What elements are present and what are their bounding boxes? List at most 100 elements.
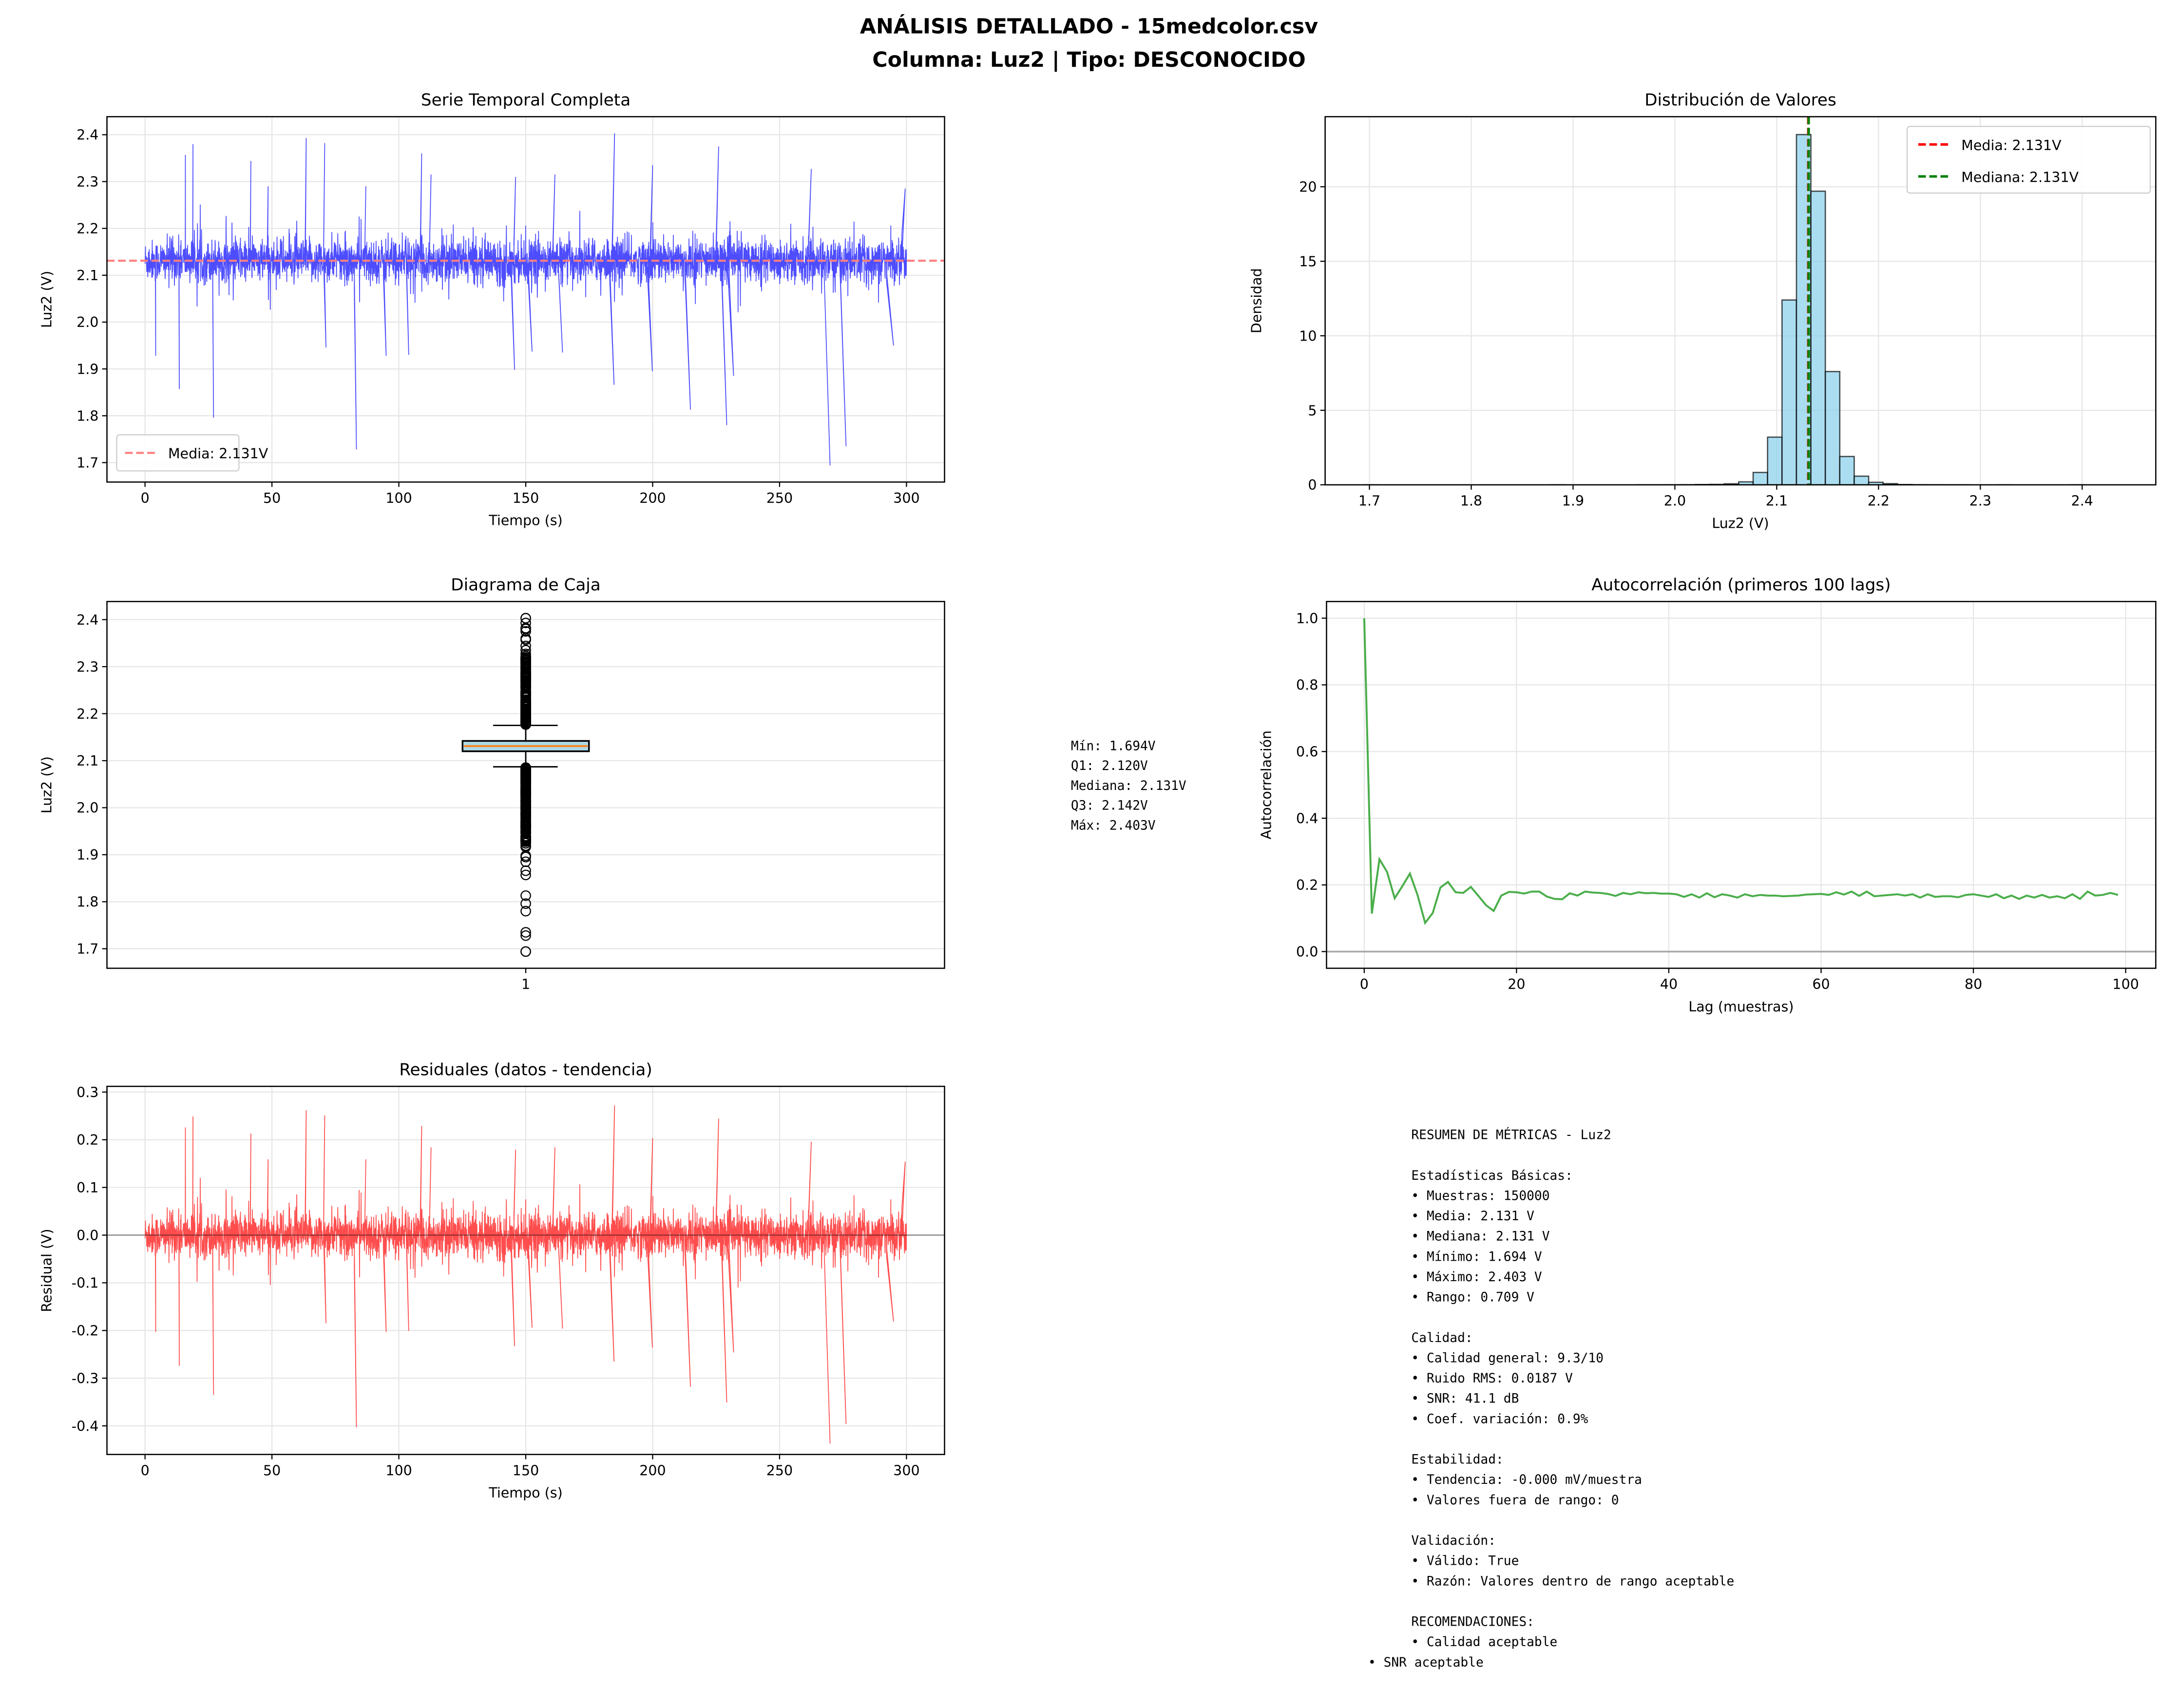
summary-line: RESUMEN DE MÉTRICAS - Luz2	[1411, 1127, 1611, 1143]
outlier-marker	[520, 662, 531, 673]
y-tick-label: 2.2	[76, 706, 98, 722]
series-line	[144, 133, 907, 466]
histogram-bar	[1853, 475, 1870, 485]
y-tick-label: 2.3	[76, 659, 98, 675]
summary-line: • Valores fuera de rango: 0	[1411, 1493, 1619, 1508]
x-tick-label: 300	[893, 490, 919, 506]
y-axis-label: Luz2 (V)	[38, 756, 55, 813]
summary-line: Estabilidad:	[1411, 1453, 1503, 1467]
x-tick-label: 1.7	[1358, 493, 1380, 509]
y-tick-label: 1.0	[1296, 611, 1318, 627]
subplot-timeseries: 0 50 100 150 200 250 300 1.7 1.8 1.9 2.0 2.1 2.2 2.3 2…	[38, 91, 945, 529]
summary-line: • Razón: Valores dentro de rango aceptab…	[1411, 1574, 1734, 1589]
y-axis-label: Residual (V)	[38, 1228, 55, 1312]
summary-line: • Tendencia: -0.000 mV/muestra	[1411, 1473, 1642, 1487]
x-axis-label: Luz2 (V)	[1712, 515, 1769, 531]
axes-frame	[1324, 116, 2157, 486]
y-tick-label: 0.2	[1296, 877, 1318, 893]
box-stats-text: Mín: 1.694V	[1071, 739, 1156, 753]
outlier-marker	[520, 825, 531, 837]
y-axis-label: Luz2 (V)	[38, 271, 55, 328]
outlier-marker	[520, 626, 531, 637]
outlier-marker	[520, 930, 531, 941]
y-tick-label: 0.2	[76, 1132, 98, 1148]
autocorrelation-line	[1363, 618, 2119, 925]
x-tick-label: 200	[639, 490, 666, 506]
grid	[107, 619, 945, 950]
grid	[107, 116, 945, 482]
x-tick-label: 1.8	[1460, 493, 1482, 509]
summary-line: Validación:	[1411, 1534, 1496, 1548]
y-tick-label: 20	[1299, 179, 1317, 195]
legend-box	[1906, 126, 2151, 194]
outlier-marker	[520, 769, 531, 780]
subplot-autocorr: 0 20 40 60 80 100 0.0 0.2 0.4 0.6 0.8 1.0 Autocorrel…	[1258, 576, 2157, 1015]
histogram-bar	[1752, 472, 1768, 485]
x-tick-label: 2.3	[1969, 493, 1991, 509]
y-tick-label: 0	[1308, 477, 1317, 493]
outlier-marker	[520, 905, 531, 917]
grid	[107, 1086, 945, 1455]
box-stats-text: Máx: 2.403V	[1071, 818, 1156, 833]
summary-line: • Ruido RMS: 0.0187 V	[1411, 1371, 1573, 1386]
summary-line: Calidad:	[1411, 1331, 1472, 1345]
x-tick-label: 2.1	[1766, 493, 1788, 509]
x-tick-label: 100	[385, 1462, 412, 1478]
outlier-marker	[520, 640, 531, 652]
plot-area	[107, 1105, 945, 1444]
x-tick-label: 0	[1360, 977, 1369, 993]
outlier-marker	[520, 803, 531, 814]
y-axis-label: Autocorrelación	[1258, 730, 1274, 840]
summary-line: • Calidad general: 9.3/10	[1411, 1351, 1604, 1365]
outlier-marker	[520, 869, 531, 881]
outlier-marker	[520, 617, 531, 629]
y-tick-label: 1.9	[76, 847, 98, 863]
y-tick-label: 1.8	[76, 894, 98, 910]
summary-line: • Media: 2.131 V	[1411, 1209, 1534, 1224]
summary-line: • Mediana: 2.131 V	[1411, 1229, 1549, 1244]
y-tick-label: 1.9	[76, 361, 98, 377]
y-tick-label: 0.3	[76, 1084, 98, 1100]
y-tick-label: -0.3	[72, 1370, 99, 1386]
subplot-boxplot: 1.7 1.8 1.9 2.0 2.1 2.2 2.3 2.4 Diagrama de Caja…	[38, 576, 945, 993]
outlier-marker	[520, 699, 531, 710]
residual-line	[144, 1105, 907, 1444]
summary-line: • Máximo: 2.403 V	[1411, 1270, 1542, 1285]
x-tick-label: 2.4	[2071, 493, 2093, 509]
histogram-bar	[1839, 456, 1855, 485]
outlier-marker	[520, 613, 531, 624]
box-stats-text: Q3: 2.142V	[1071, 799, 1148, 813]
y-tick-label: 2.1	[76, 268, 98, 284]
subplot-title: Diagrama de Caja	[451, 576, 600, 595]
axes-frame	[1326, 601, 2157, 969]
x-tick-label: 100	[385, 490, 412, 506]
y-tick-label: -0.4	[72, 1418, 99, 1434]
plot-area	[107, 133, 945, 466]
x-tick-label: 50	[263, 1462, 281, 1478]
x-tick-label: 80	[1965, 977, 1982, 993]
outlier-marker	[520, 851, 531, 863]
plot-area	[461, 613, 590, 957]
y-tick-label: 2.4	[76, 127, 98, 143]
y-tick-label: 15	[1299, 253, 1317, 269]
outlier-marker	[520, 645, 531, 656]
y-tick-label: 2.4	[76, 612, 98, 628]
x-tick-label: 100	[2112, 977, 2139, 993]
y-tick-label: 5	[1308, 403, 1317, 419]
summary-line: RECOMENDACIONES:	[1411, 1615, 1534, 1630]
outlier-marker	[520, 680, 531, 691]
outlier-marker	[520, 668, 531, 679]
x-tick-label: 300	[893, 1462, 919, 1478]
x-axis-label: Lag (muestras)	[1688, 998, 1794, 1015]
subplot-residuals: 0 50 100 150 200 250 300 -0.4 -0.3 -0.2 -0.1 0.0 0.1…	[38, 1060, 945, 1501]
y-tick-label: 1.8	[76, 408, 98, 424]
x-tick-label: 40	[1660, 977, 1678, 993]
box-stats-text: Mediana: 2.131V	[1071, 779, 1186, 793]
x-tick-label: 1.9	[1562, 493, 1584, 509]
outlier-marker	[520, 890, 531, 901]
x-axis-label: Tiempo (s)	[488, 1485, 562, 1501]
y-tick-label: -0.1	[72, 1275, 99, 1291]
x-tick-label: 2.2	[1868, 493, 1890, 509]
summary-line: • Válido: True	[1411, 1554, 1519, 1569]
